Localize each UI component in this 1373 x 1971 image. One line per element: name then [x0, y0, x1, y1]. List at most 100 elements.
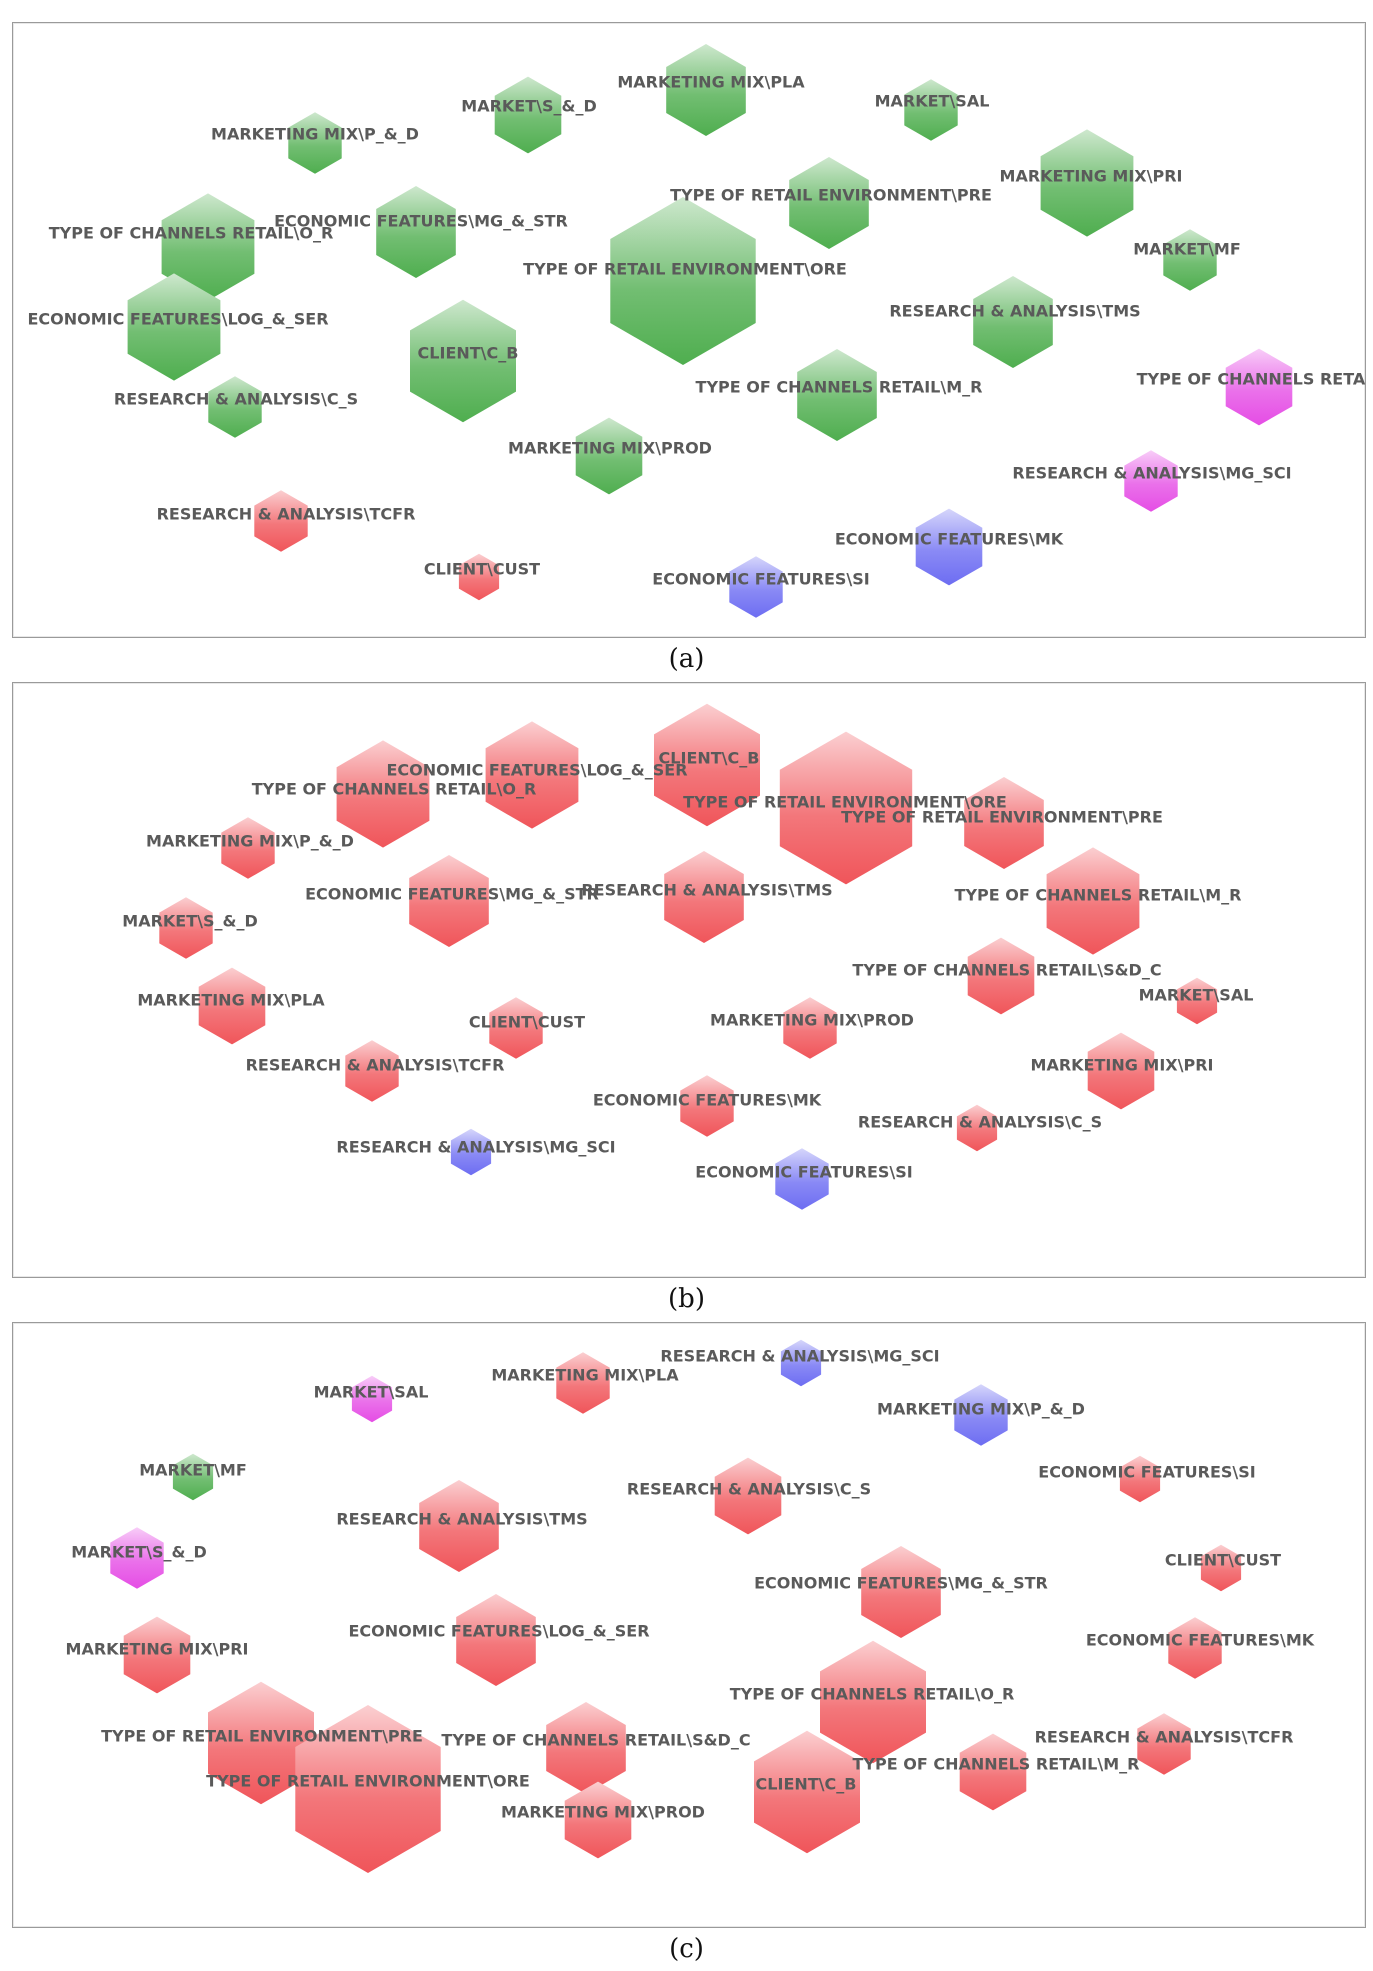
- node-hexagon-type-of-channels-retail-o-r[interactable]: [820, 1640, 926, 1764]
- node-hexagon-type-of-retail-environment-pre[interactable]: [208, 1681, 314, 1805]
- node-label-client-cust: CLIENT\CUST: [469, 1013, 585, 1032]
- node-hexagon-market-s-d[interactable]: [110, 1527, 164, 1589]
- node-hexagon-market-mf[interactable]: [1163, 229, 1217, 291]
- panel-a: MARKETING MIX\PLA MARKET\S_&_D MARKET\SAL M…: [12, 22, 1366, 638]
- node-hexagon-type-of-channels-retail[interactable]: [1225, 348, 1293, 426]
- node-label-type-of-channels-retail: TYPE OF CHANNELS RETAIL: [1137, 370, 1365, 389]
- node-hexagon-client-c-b[interactable]: [654, 703, 760, 827]
- node-label-marketing-mix-pri: MARKETING MIX\PRI: [1000, 167, 1183, 186]
- node-label-market-mf: MARKET\MF: [1133, 240, 1241, 259]
- node-hexagon-economic-features-mk[interactable]: [680, 1075, 734, 1137]
- node-hexagon-type-of-channels-retail-m-r[interactable]: [797, 349, 877, 441]
- node-hexagon-type-of-channels-retail-m-r[interactable]: [1046, 847, 1140, 955]
- node-label-economic-features-si: ECONOMIC FEATURES\SI: [1038, 1463, 1255, 1482]
- node-label-research-analysis-tcfr: RESEARCH & ANALYSIS\TCFR: [1035, 1728, 1294, 1747]
- node-hexagon-research-analysis-tms[interactable]: [664, 851, 744, 943]
- node-hexagon-economic-features-mg-str[interactable]: [409, 855, 489, 947]
- node-hexagon-type-of-channels-retail-o-r[interactable]: [336, 740, 430, 848]
- node-hexagon-marketing-mix-pri[interactable]: [123, 1616, 191, 1694]
- node-hexagon-marketing-mix-pri[interactable]: [1087, 1032, 1155, 1110]
- node-hexagon-client-c-b[interactable]: [754, 1730, 860, 1854]
- node-label-client-c-b: CLIENT\C_B: [659, 749, 760, 768]
- node-hexagon-marketing-mix-pla[interactable]: [198, 967, 266, 1045]
- caption-c: (c): [669, 1934, 704, 1964]
- node-label-market-s-d: MARKET\S_&_D: [71, 1543, 206, 1562]
- node-hexagon-marketing-mix-pla[interactable]: [666, 44, 746, 136]
- node-label-economic-features-mg-str: ECONOMIC FEATURES\MG_&_STR: [305, 885, 599, 904]
- node-label-type-of-channels-retail-o-r: TYPE OF CHANNELS RETAIL\O_R: [49, 224, 334, 243]
- node-hexagon-economic-features-mg-str[interactable]: [861, 1546, 941, 1638]
- node-hexagon-client-cust[interactable]: [489, 997, 543, 1059]
- node-label-marketing-mix-p-d: MARKETING MIX\P_&_D: [877, 1400, 1085, 1419]
- node-label-economic-features-log-ser: ECONOMIC FEATURES\LOG_&_SER: [348, 1622, 649, 1641]
- node-hexagon-marketing-mix-p-d[interactable]: [288, 112, 342, 174]
- node-hexagon-economic-features-si[interactable]: [729, 556, 783, 618]
- node-label-marketing-mix-prod: MARKETING MIX\PROD: [508, 439, 712, 458]
- node-label-marketing-mix-prod: MARKETING MIX\PROD: [710, 1011, 914, 1030]
- panel-c: RESEARCH & ANALYSIS\MG_SCI MARKETING MIX\…: [12, 1322, 1366, 1928]
- node-label-research-analysis-tcfr: RESEARCH & ANALYSIS\TCFR: [246, 1056, 505, 1075]
- node-hexagon-client-cust[interactable]: [1200, 1544, 1242, 1592]
- node-label-marketing-mix-pla: MARKETING MIX\PLA: [491, 1366, 679, 1385]
- node-hexagon-type-of-channels-retail-s-d-c[interactable]: [967, 937, 1035, 1015]
- node-label-research-analysis-c-s: RESEARCH & ANALYSIS\C_S: [114, 390, 358, 409]
- node-hexagon-research-analysis-tms[interactable]: [419, 1480, 499, 1572]
- node-hexagon-type-of-channels-retail-m-r[interactable]: [959, 1733, 1027, 1811]
- node-hexagon-market-sal[interactable]: [351, 1375, 393, 1423]
- node-label-market-s-d: MARKET\S_&_D: [122, 912, 257, 931]
- node-hexagon-economic-features-log-ser[interactable]: [456, 1594, 536, 1686]
- node-hexagon-research-analysis-mg-sci[interactable]: [450, 1128, 492, 1176]
- node-hexagon-economic-features-si[interactable]: [775, 1148, 829, 1210]
- node-hexagon-research-analysis-mg-sci[interactable]: [780, 1339, 822, 1387]
- node-hexagon-research-analysis-mg-sci[interactable]: [1124, 450, 1178, 512]
- node-hexagon-marketing-mix-prod[interactable]: [564, 1781, 632, 1859]
- node-hexagon-research-analysis-c-s[interactable]: [208, 376, 262, 438]
- node-hexagon-research-analysis-c-s[interactable]: [714, 1457, 782, 1535]
- node-hexagon-economic-features-log-ser[interactable]: [485, 721, 579, 829]
- node-hexagon-economic-features-si[interactable]: [1119, 1455, 1161, 1503]
- node-label-economic-features-mg-str: ECONOMIC FEATURES\MG_&_STR: [274, 212, 568, 231]
- node-hexagon-type-of-channels-retail-s-d-c[interactable]: [546, 1702, 626, 1794]
- node-label-client-cust: CLIENT\CUST: [424, 560, 540, 579]
- node-label-marketing-mix-pri: MARKETING MIX\PRI: [66, 1640, 249, 1659]
- node-hexagon-marketing-mix-p-d[interactable]: [954, 1384, 1008, 1446]
- node-hexagon-type-of-retail-environment-ore[interactable]: [610, 197, 756, 365]
- node-hexagon-type-of-retail-environment-pre[interactable]: [789, 157, 869, 249]
- node-label-research-analysis-tms: RESEARCH & ANALYSIS\TMS: [581, 881, 832, 900]
- node-hexagon-research-analysis-c-s[interactable]: [956, 1104, 998, 1152]
- node-hexagon-research-analysis-tms[interactable]: [973, 276, 1053, 368]
- node-hexagon-market-sal[interactable]: [904, 79, 958, 141]
- node-hexagon-market-s-d[interactable]: [494, 76, 562, 154]
- node-label-type-of-channels-retail-m-r: TYPE OF CHANNELS RETAIL\M_R: [955, 886, 1242, 905]
- node-hexagon-research-analysis-tcfr[interactable]: [1137, 1713, 1191, 1775]
- node-hexagon-research-analysis-tcfr[interactable]: [254, 490, 308, 552]
- node-label-type-of-channels-retail-o-r: TYPE OF CHANNELS RETAIL\O_R: [252, 780, 537, 799]
- node-label-research-analysis-c-s: RESEARCH & ANALYSIS\C_S: [858, 1113, 1102, 1132]
- node-hexagon-research-analysis-tcfr[interactable]: [345, 1040, 399, 1102]
- node-label-economic-features-log-ser: ECONOMIC FEATURES\LOG_&_SER: [27, 310, 328, 329]
- caption-b: (b): [668, 1284, 705, 1314]
- node-hexagon-type-of-retail-environment-ore[interactable]: [295, 1705, 441, 1873]
- node-hexagon-market-s-d[interactable]: [159, 897, 213, 959]
- node-hexagon-type-of-retail-environment-pre[interactable]: [964, 777, 1044, 869]
- node-hexagon-client-cust[interactable]: [458, 553, 500, 601]
- node-hexagon-economic-features-log-ser[interactable]: [127, 273, 221, 381]
- node-hexagon-economic-features-mg-str[interactable]: [376, 186, 456, 278]
- node-label-research-analysis-tms: RESEARCH & ANALYSIS\TMS: [889, 302, 1140, 321]
- node-hexagon-type-of-channels-retail-o-r[interactable]: [161, 193, 255, 301]
- node-hexagon-economic-features-mk[interactable]: [915, 508, 983, 586]
- node-hexagon-marketing-mix-prod[interactable]: [575, 417, 643, 495]
- node-hexagon-marketing-mix-pla[interactable]: [556, 1352, 610, 1414]
- node-hexagon-marketing-mix-prod[interactable]: [783, 997, 837, 1059]
- node-label-type-of-retail-environment-pre: TYPE OF RETAIL ENVIRONMENT\PRE: [101, 1727, 423, 1746]
- node-hexagon-marketing-mix-p-d[interactable]: [221, 817, 275, 879]
- node-hexagon-market-mf[interactable]: [172, 1453, 214, 1501]
- node-hexagon-client-c-b[interactable]: [410, 299, 516, 423]
- node-hexagon-marketing-mix-pri[interactable]: [1040, 129, 1134, 237]
- node-label-marketing-mix-pla: MARKETING MIX\PLA: [137, 991, 325, 1010]
- node-label-type-of-channels-retail-s-d-c: TYPE OF CHANNELS RETAIL\S&D_C: [852, 961, 1161, 980]
- node-hexagon-type-of-retail-environment-ore[interactable]: [779, 731, 913, 885]
- node-hexagon-market-sal[interactable]: [1176, 977, 1218, 1025]
- node-hexagon-economic-features-mk[interactable]: [1168, 1617, 1222, 1679]
- node-label-market-mf: MARKET\MF: [139, 1461, 247, 1480]
